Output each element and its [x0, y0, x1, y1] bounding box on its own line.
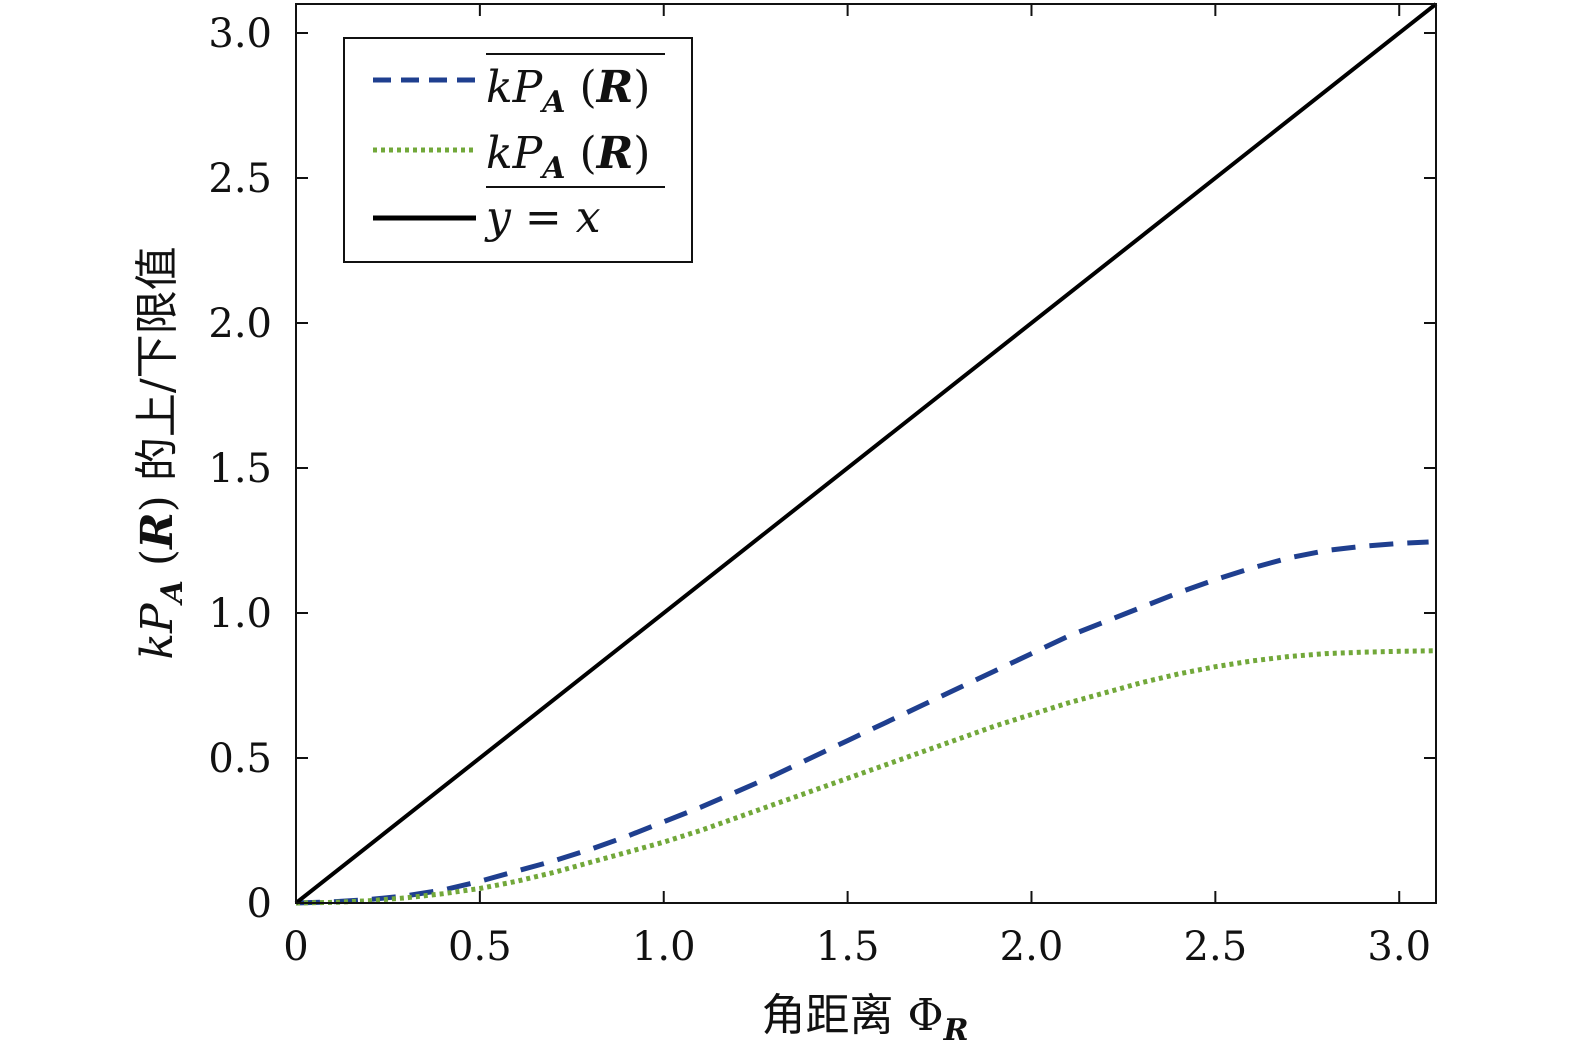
y-tick-label: 0.5	[208, 736, 272, 782]
legend-label-upper: kPA (R)	[486, 62, 650, 120]
y-tick-label: 2.0	[208, 301, 272, 347]
x-tick-label: 3.0	[1367, 924, 1431, 970]
axis-ticks: 0 0.5 1.0 1.5 2.0 2.5 3.0 0 0.5 1.0 1.5 2.0 2.5 3.0	[208, 4, 1436, 970]
y-tick-label: 0	[247, 881, 272, 927]
x-tick-label: 1.0	[632, 924, 696, 970]
plot-frame	[295, 3, 1437, 904]
x-axis-label: 角距离 ΦR	[762, 990, 969, 1048]
series-line-lower-bound	[295, 648, 1437, 906]
legend: kPA (R) kPA (R) y = x	[343, 37, 693, 263]
legend-label-identity: y = x	[484, 192, 601, 243]
legend-label-lower: kPA (R)	[486, 128, 650, 186]
x-tick-label: 2.5	[1184, 924, 1248, 970]
legend-box	[343, 37, 693, 263]
y-tick-label: 1.5	[208, 446, 272, 492]
x-tick-label: 2.0	[1000, 924, 1064, 970]
x-tick-label: 0	[283, 924, 308, 970]
series-line-identity	[294, 2, 1438, 905]
y-tick-label: 3.0	[208, 11, 272, 57]
x-tick-label: 0.5	[448, 924, 512, 970]
y-axis-label: kPA (R) 的上/下限值	[132, 246, 190, 659]
series-lines	[294, 2, 1438, 906]
y-tick-label: 2.5	[208, 156, 272, 202]
series-line-upper-bound	[295, 539, 1429, 906]
x-tick-label: 1.5	[816, 924, 880, 970]
y-tick-label: 1.0	[208, 591, 272, 637]
